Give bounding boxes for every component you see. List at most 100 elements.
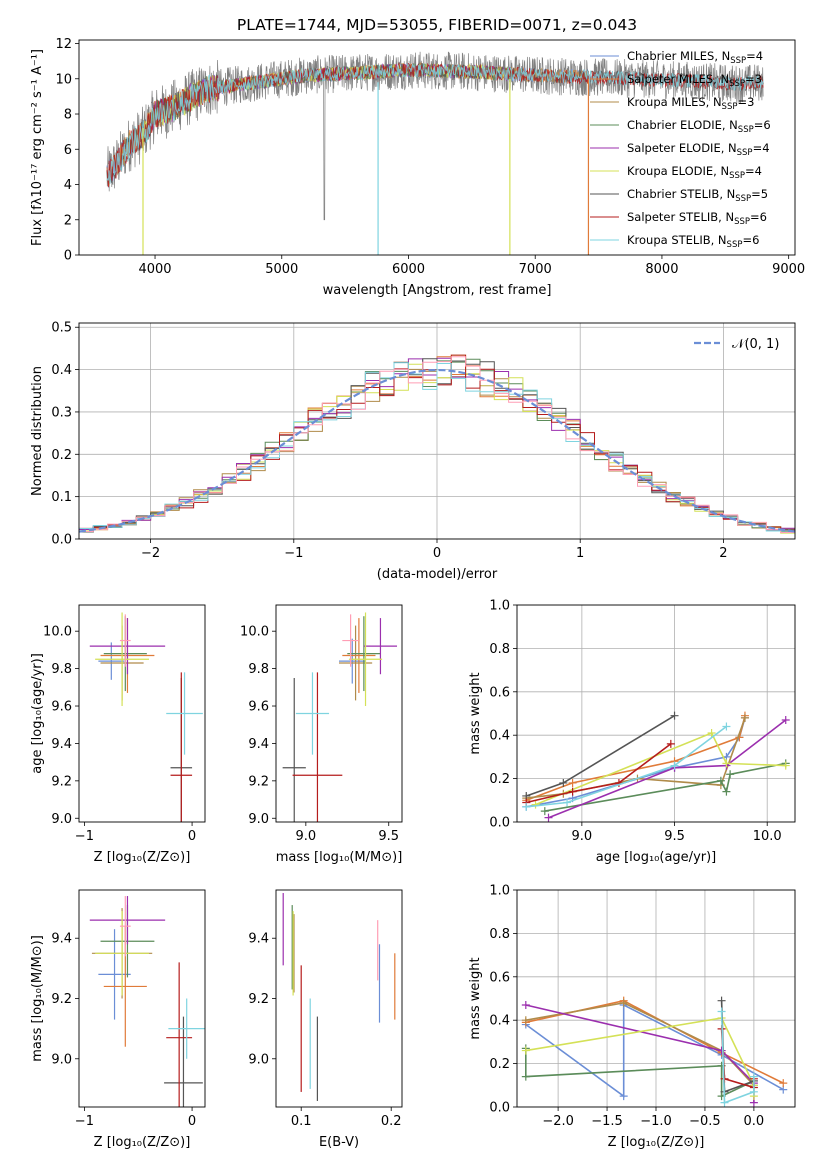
legend-label: Chabrier STELIB, NSSP=5 (627, 187, 768, 204)
x-axis-label: age [log₁₀(age/yr)] (596, 850, 717, 865)
legend-label: 𝒩(0, 1) (732, 337, 779, 352)
legend-label: Kroupa STELIB, NSSP=6 (627, 233, 759, 250)
mass-weight-series-line (720, 1011, 755, 1104)
axes-spectrum: 4000 5000 6000 7000 8000 9000 0 2 4 6 8 10 12 wavelen… (30, 16, 805, 298)
y-tick-label: 10 (55, 72, 72, 87)
axes-frame (78, 889, 206, 1108)
mass-weight-marker (521, 1001, 530, 1010)
x-axis-label: mass [log₁₀(M/M⊙)] (276, 850, 403, 865)
y-tick-label: 8 (64, 108, 72, 123)
legend-subscript: SSP (737, 148, 753, 158)
chart-title: PLATE=1744, MJD=53055, FIBERID=0071, z=0… (237, 16, 637, 34)
axes-massweight_vs_age: 9.0 9.5 10.0 0.0 0.2 0.4 0.6 0.8 1.0 age [log₁₀(a… (468, 599, 796, 865)
legend-value: =6 (754, 118, 771, 132)
mass-weight-marker (722, 759, 731, 768)
y-axis-label: Normed distribution (30, 366, 45, 496)
legend-value: =4 (753, 141, 770, 155)
mass-weight-series-line (548, 719, 787, 819)
mass-weight-marker (670, 761, 679, 770)
y-tick-label: 0.2 (489, 1057, 510, 1072)
axes-frame (78, 604, 206, 823)
y-tick-label: 0.8 (489, 927, 510, 942)
gaussian-reference-curve (79, 368, 795, 533)
y-tick-label: 0 (64, 249, 72, 264)
legend-label: Chabrier MILES, NSSP=4 (627, 49, 763, 66)
x-tick-label: 4000 (138, 262, 171, 277)
y-tick-label: 0.2 (51, 448, 72, 463)
x-tick-label: −2 (141, 546, 160, 561)
plot-area-residuals (79, 323, 795, 539)
legend-label: Salpeter ELODIE, NSSP=4 (627, 141, 770, 158)
mass-weight-marker (540, 807, 549, 816)
legend-subscript: SSP (730, 56, 746, 66)
y-axis-label: age [log₁₀(age/yr)] (30, 653, 45, 774)
mass-weight-series-line (526, 715, 675, 797)
legend-text: Chabrier ELODIE, N (627, 118, 738, 132)
mass-weight-marker (749, 1072, 758, 1081)
x-tick-label: 5000 (265, 262, 298, 277)
mass-weight-marker (521, 1016, 530, 1025)
legend-label: Kroupa ELODIE, NSSP=4 (627, 164, 762, 181)
x-tick-label: −2.0 (542, 1114, 574, 1129)
legend-label: Kroupa MILES, NSSP=3 (627, 95, 754, 112)
x-axis-label: Z [log₁₀(Z/Z⊙)] (94, 1135, 191, 1150)
mass-weight-marker (749, 1087, 758, 1096)
y-tick-label: 10.0 (43, 625, 72, 640)
y-tick-label: 9.6 (51, 700, 72, 715)
mass-weight-marker (779, 1079, 788, 1088)
x-tick-label: 9000 (772, 262, 805, 277)
mass-weight-marker (544, 813, 553, 822)
mass-weight-series-line (526, 743, 672, 804)
plot-area-massweight_vs_Z (517, 890, 795, 1107)
x-tick-label: 9.0 (572, 829, 593, 844)
legend-subscript: SSP (734, 217, 750, 227)
y-axis-label: mass weight (468, 672, 483, 754)
y-tick-label: 9.4 (248, 932, 269, 947)
mass-weight-series-line (525, 1017, 755, 1097)
residual-histogram-step (79, 356, 795, 533)
legend-subscript: SSP (727, 240, 743, 250)
plot-area-age_vs_mass (282, 612, 398, 822)
x-axis-label: Z [log₁₀(Z/Z⊙)] (94, 850, 191, 865)
legend-subscript: SSP (729, 79, 745, 89)
mass-weight-marker (522, 802, 531, 811)
legend-text: Salpeter STELIB, N (627, 210, 734, 224)
x-tick-label: −1.5 (591, 1114, 623, 1129)
plot-area-massweight_vs_age (517, 605, 795, 822)
y-axis-label: mass weight (468, 957, 483, 1039)
y-tick-label: 9.0 (51, 812, 72, 827)
axes-frame (275, 889, 403, 1108)
model-spectrum-line (106, 63, 764, 185)
legend-value: =5 (751, 187, 768, 201)
mass-weight-marker (720, 1098, 729, 1107)
mass-weight-marker (716, 776, 725, 785)
y-tick-label: 9.8 (248, 662, 269, 677)
mass-weight-marker (619, 998, 628, 1007)
y-tick-label: 0.3 (51, 405, 72, 420)
mass-weight-marker (722, 722, 731, 731)
mass-weight-marker (717, 996, 726, 1005)
mass-weight-marker (781, 761, 790, 770)
legend-label: Salpeter STELIB, NSSP=6 (627, 210, 767, 227)
axes-age_vs_Z: −1 0 9.0 9.2 9.4 9.6 9.8 10.0 Z [log₁₀(Z/Z⊙)] age… (30, 604, 206, 865)
mass-weight-marker (740, 713, 749, 722)
axes-frame (78, 39, 796, 256)
y-tick-label: 9.2 (51, 774, 72, 789)
x-tick-label: 2 (719, 546, 727, 561)
x-tick-label: 9.0 (295, 829, 316, 844)
y-axis-label: Flux [fλ10⁻¹⁷ erg cm⁻² s⁻¹ A⁻¹] (30, 49, 45, 246)
x-tick-label: 0 (433, 546, 441, 561)
x-axis-label: E(B-V) (319, 1135, 359, 1150)
y-tick-label: 0.0 (51, 533, 72, 548)
y-tick-label: 0.1 (51, 490, 72, 505)
legend-text: Salpeter MILES, N (627, 72, 729, 86)
mass-weight-marker (568, 787, 577, 796)
axes-frame (275, 604, 403, 823)
y-tick-label: 0.6 (489, 685, 510, 700)
y-axis-label: mass [log₁₀(M/M⊙)] (30, 935, 45, 1062)
y-tick-label: 9.6 (248, 700, 269, 715)
axes-mass_vs_Z: −1 0 9.0 9.2 9.4 Z [log₁₀(Z/Z⊙)] mass [log₁₀(M… (30, 889, 206, 1150)
y-tick-label: 6 (64, 143, 72, 158)
